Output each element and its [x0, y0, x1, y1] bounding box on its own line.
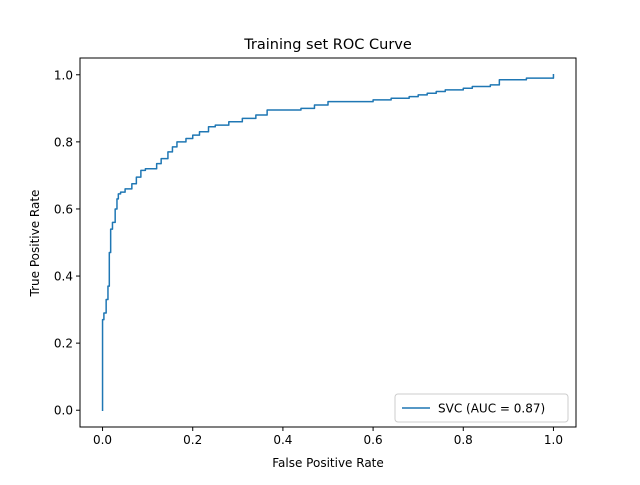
y-tick-label: 0.2 [54, 337, 73, 351]
plot-layer [101, 74, 555, 411]
legend: SVC (AUC = 0.87) [394, 393, 569, 423]
legend-frame [394, 393, 569, 423]
y-tick-label: 1.0 [54, 68, 73, 82]
y-tick-label: 0.0 [54, 404, 73, 418]
axes-frame [79, 57, 577, 428]
chart-title: Training set ROC Curve [243, 37, 412, 53]
x-axis-label: False Positive Rate [272, 456, 384, 470]
y-tick-label: 0.6 [54, 202, 73, 216]
x-tick-label: 0.8 [454, 433, 473, 447]
axes-layer: 0.0 0.2 0.4 0.6 0.8 1.0 0.0 0.2 0.4 0.6 0.8 1.0 [54, 57, 577, 447]
x-tick-label: 0.2 [183, 433, 202, 447]
x-tick-label: 0.4 [273, 433, 292, 447]
y-tick-label: 0.4 [54, 270, 73, 284]
roc-curve-line-0 [101, 74, 555, 411]
x-tick-label: 1.0 [544, 433, 563, 447]
y-tick-label: 0.8 [54, 135, 73, 149]
legend-label: SVC (AUC = 0.87) [438, 402, 545, 416]
x-tick-label: 0.6 [364, 433, 383, 447]
x-tick-label: 0.0 [93, 433, 112, 447]
y-axis-label: True Positive Rate [28, 190, 42, 298]
